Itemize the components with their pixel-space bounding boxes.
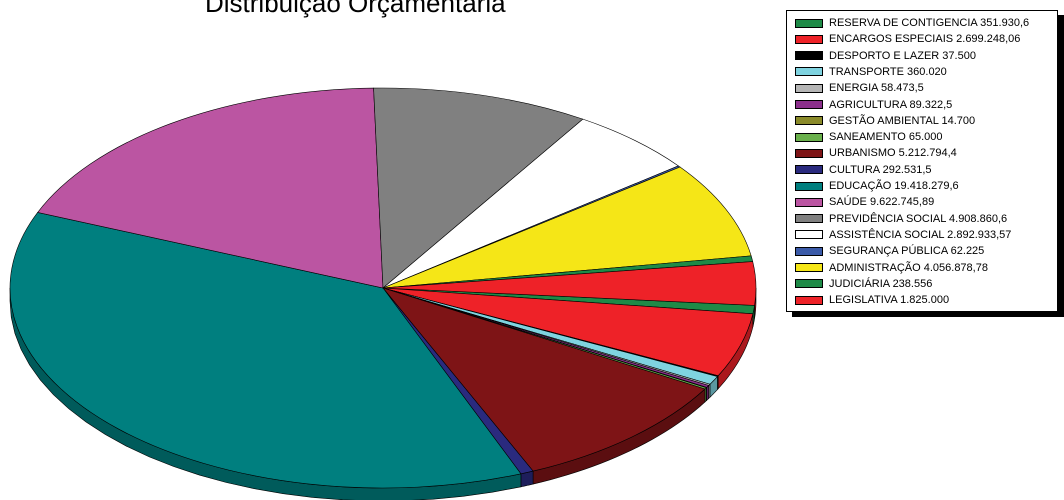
legend-item: AGRICULTURA 89.322,5 bbox=[795, 97, 952, 113]
legend-label: LEGISLATIVA 1.825.000 bbox=[829, 294, 950, 307]
legend-label: AGRICULTURA 89.322,5 bbox=[829, 98, 953, 111]
legend-item: ASSISTÊNCIA SOCIAL 2.892.933,57 bbox=[795, 227, 1011, 243]
legend-label: URBANISMO 5.212.794,4 bbox=[829, 147, 957, 160]
legend-label: SANEAMENTO 65.000 bbox=[829, 131, 943, 144]
legend-label: DESPORTO E LAZER 37.500 bbox=[829, 49, 976, 62]
pie-chart bbox=[9, 87, 757, 500]
legend-item: GESTÃO AMBIENTAL 14.700 bbox=[795, 113, 975, 129]
pie-top bbox=[9, 87, 757, 489]
legend-swatch bbox=[795, 51, 823, 61]
legend-swatch bbox=[795, 279, 823, 289]
legend-swatch bbox=[795, 165, 823, 175]
legend-swatch bbox=[795, 34, 823, 44]
legend-item: JUDICIÁRIA 238.556 bbox=[795, 276, 932, 292]
legend-swatch bbox=[795, 181, 823, 191]
legend-label: JUDICIÁRIA 238.556 bbox=[829, 277, 933, 290]
legend-swatch bbox=[795, 18, 823, 28]
legend-item: TRANSPORTE 360.020 bbox=[795, 64, 947, 80]
legend-swatch bbox=[795, 67, 823, 77]
legend-item: SAÚDE 9.622.745,89 bbox=[795, 194, 934, 210]
legend-item: ENCARGOS ESPECIAIS 2.699.248,06 bbox=[795, 31, 1020, 47]
legend-swatch bbox=[795, 83, 823, 93]
legend-swatch bbox=[795, 132, 823, 142]
legend-label: ENCARGOS ESPECIAIS 2.699.248,06 bbox=[829, 33, 1021, 46]
legend-label: ENERGIA 58.473,5 bbox=[829, 82, 924, 95]
legend-item: RESERVA DE CONTIGENCIA 351.930,6 bbox=[795, 15, 1029, 31]
legend-label: ASSISTÊNCIA SOCIAL 2.892.933,57 bbox=[829, 228, 1012, 241]
legend-item: ADMINISTRAÇÃO 4.056.878,78 bbox=[795, 260, 988, 276]
legend-item: URBANISMO 5.212.794,4 bbox=[795, 145, 957, 161]
legend-label: RESERVA DE CONTIGENCIA 351.930,6 bbox=[829, 17, 1030, 29]
legend: RESERVA DE CONTIGENCIA 351.930,6 ENCARGOS… bbox=[786, 10, 1058, 312]
pie-slice-14 bbox=[382, 118, 679, 289]
legend-swatch bbox=[795, 214, 823, 224]
chart-title: Distribuição Orçamentária bbox=[205, 0, 506, 18]
pie-slice-18 bbox=[382, 261, 757, 306]
legend-swatch bbox=[795, 116, 823, 126]
pie-slice-11 bbox=[9, 212, 522, 489]
legend-swatch bbox=[795, 100, 823, 109]
legend-item: CULTURA 292.531,5 bbox=[795, 162, 932, 178]
legend-item: SEGURANÇA PÚBLICA 62.225 bbox=[795, 243, 984, 259]
legend-swatch bbox=[795, 230, 823, 240]
legend-label: SEGURANÇA PÚBLICA 62.225 bbox=[829, 245, 985, 258]
legend-item: PREVIDÊNCIA SOCIAL 4.908.860,6 bbox=[795, 211, 1007, 227]
legend-label: TRANSPORTE 360.020 bbox=[829, 65, 947, 78]
legend-item: LEGISLATIVA 1.825.000 bbox=[795, 292, 949, 308]
legend-swatch bbox=[795, 263, 823, 272]
legend-label: SAÚDE 9.622.745,89 bbox=[829, 196, 935, 209]
pie-slice-9 bbox=[382, 287, 706, 472]
pie-slice-12 bbox=[37, 87, 384, 289]
legend-swatch bbox=[795, 148, 823, 158]
legend-swatch bbox=[795, 246, 823, 256]
legend-item: DESPORTO E LAZER 37.500 bbox=[795, 48, 976, 64]
legend-label: PREVIDÊNCIA SOCIAL 4.908.860,6 bbox=[829, 212, 1008, 225]
pie-slice-13 bbox=[373, 87, 584, 289]
pie-slice-16 bbox=[382, 166, 752, 289]
legend-item: ENERGIA 58.473,5 bbox=[795, 80, 924, 96]
legend-item: EDUCAÇÃO 19.418.279,6 bbox=[795, 178, 959, 194]
legend-label: CULTURA 292.531,5 bbox=[829, 163, 932, 176]
legend-swatch bbox=[795, 197, 823, 207]
legend-label: EDUCAÇÃO 19.418.279,6 bbox=[829, 180, 959, 192]
legend-item: SANEAMENTO 65.000 bbox=[795, 129, 943, 145]
legend-label: ADMINISTRAÇÃO 4.056.878,78 bbox=[829, 261, 988, 274]
legend-swatch bbox=[795, 295, 823, 305]
legend-label: GESTÃO AMBIENTAL 14.700 bbox=[829, 114, 976, 127]
